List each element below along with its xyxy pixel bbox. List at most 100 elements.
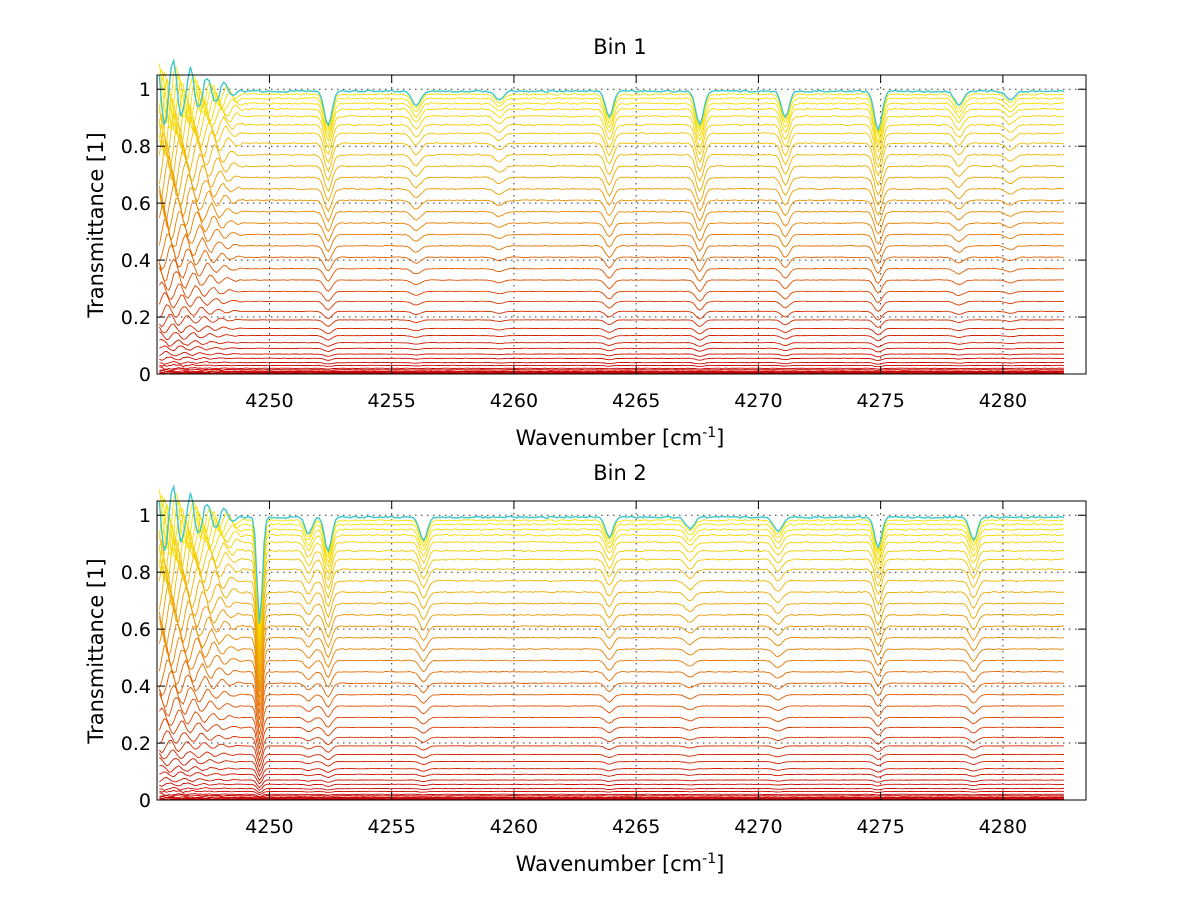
- x-axis-label-close: ]: [716, 852, 724, 876]
- series-group: [158, 483, 1065, 801]
- series-line: [159, 787, 1065, 794]
- x-tick-labels: 4250 4255 4260 4265 4270 4275 4280: [245, 390, 1027, 412]
- series-line: [159, 366, 1065, 370]
- plot-title: Bin 2: [593, 461, 647, 485]
- series-line: [158, 670, 1065, 728]
- y-tick-label: 0.4: [121, 250, 151, 272]
- series-line: [159, 619, 1065, 700]
- series-line: [158, 531, 1065, 651]
- y-tick-label: 0.8: [121, 136, 151, 158]
- y-tick-label: 1: [139, 79, 151, 101]
- y-tick-labels: 0 0.2 0.4 0.6 0.8 1: [121, 79, 151, 386]
- series-line: [159, 281, 1065, 304]
- series-line: [159, 304, 1065, 321]
- series-line: [158, 112, 1065, 177]
- series-line: [159, 331, 1065, 342]
- series-line: [158, 71, 1065, 144]
- x-axis-label-superscript: -1: [702, 425, 716, 441]
- plot-title: Bin 1: [593, 35, 647, 59]
- tick-marks: [157, 501, 1086, 801]
- x-axis-label-close: ]: [716, 426, 724, 450]
- series-line: [159, 193, 1065, 235]
- series-line: [158, 497, 1065, 633]
- series-line: [158, 205, 1065, 245]
- axes-frame: [156, 74, 1087, 375]
- plot-panel-bin-1: Bin 1 4250 4255 4260 4265 4270 4275 4280 00.20…: [84, 35, 1087, 450]
- series-line: [159, 350, 1065, 358]
- series-line: [159, 776, 1065, 789]
- series-line: [159, 345, 1065, 353]
- x-tick-label: 4250: [245, 390, 293, 412]
- series-line: [159, 789, 1065, 796]
- x-tick-label: 4270: [734, 390, 782, 412]
- series-line: [159, 796, 1065, 800]
- x-tick-label: 4280: [979, 816, 1027, 838]
- series-line: [158, 558, 1065, 664]
- y-tick-label: 0.2: [121, 733, 151, 755]
- series-line: [159, 707, 1065, 749]
- y-axis-label: Transmittance [1]: [84, 558, 108, 744]
- series-line: [158, 503, 1065, 636]
- series-line: [158, 97, 1065, 162]
- grid-lines: [157, 501, 1086, 800]
- x-tick-label: 4255: [368, 816, 416, 838]
- plot-panel-bin-2: Bin 2 4250 4255 4260 4265 4270 4275 4280 00.20…: [84, 461, 1087, 876]
- series-line: [158, 63, 1065, 135]
- series-line: [158, 538, 1065, 658]
- series-line: [158, 132, 1065, 187]
- series-line: [158, 90, 1065, 154]
- x-axis-label: Wavenumber [cm-1]: [516, 851, 725, 876]
- series-line: [159, 765, 1065, 782]
- series-line: [158, 267, 1065, 294]
- y-tick-label: 0: [139, 790, 151, 812]
- series-line: [158, 593, 1065, 686]
- y-tick-label: 0: [139, 364, 151, 386]
- x-tick-label: 4275: [856, 816, 904, 838]
- series-line: [159, 739, 1064, 768]
- series-line: [159, 370, 1065, 374]
- y-tick-label: 0.6: [121, 193, 151, 215]
- series-line: [158, 244, 1065, 274]
- x-tick-label: 4260: [490, 390, 538, 412]
- series-line: [158, 181, 1065, 227]
- series-line: [158, 684, 1065, 735]
- series-line: [158, 607, 1065, 692]
- series-line: [159, 339, 1065, 348]
- series-line: [158, 643, 1065, 714]
- series-line: [159, 323, 1064, 336]
- series-line: [158, 233, 1065, 265]
- series-line: [158, 489, 1065, 627]
- x-axis-label-text: Wavenumber [cm: [516, 852, 702, 876]
- series-line: [159, 797, 1065, 801]
- series-group: [158, 57, 1065, 375]
- tick-marks: [157, 75, 1086, 375]
- series-line: [158, 258, 1065, 285]
- series-line: [159, 749, 1064, 773]
- series-line: [158, 77, 1065, 148]
- series-line: [158, 516, 1065, 640]
- y-tick-label: 0.8: [121, 562, 151, 584]
- x-axis-label-superscript: -1: [702, 851, 716, 867]
- series-line: [159, 368, 1065, 372]
- series-line: [158, 140, 1065, 196]
- series-line: [159, 370, 1065, 373]
- series-line: [159, 730, 1065, 763]
- axes-frame: [156, 500, 1087, 801]
- series-line: [159, 363, 1065, 368]
- x-tick-label: 4255: [368, 390, 416, 412]
- series-line: [158, 659, 1065, 721]
- series-line: [158, 217, 1065, 255]
- series-line: [158, 631, 1065, 707]
- series-line: [159, 154, 1065, 206]
- x-tick-label: 4250: [245, 816, 293, 838]
- grid-lines: [157, 75, 1086, 374]
- series-line: [158, 566, 1065, 671]
- series-line: [158, 105, 1065, 169]
- series-line: [158, 291, 1065, 312]
- y-tick-label: 1: [139, 505, 151, 527]
- series-line: [159, 796, 1065, 799]
- y-tick-labels: 0 0.2 0.4 0.6 0.8 1: [121, 505, 151, 812]
- series-line: [159, 771, 1065, 785]
- x-axis-label-text: Wavenumber [cm: [516, 426, 702, 450]
